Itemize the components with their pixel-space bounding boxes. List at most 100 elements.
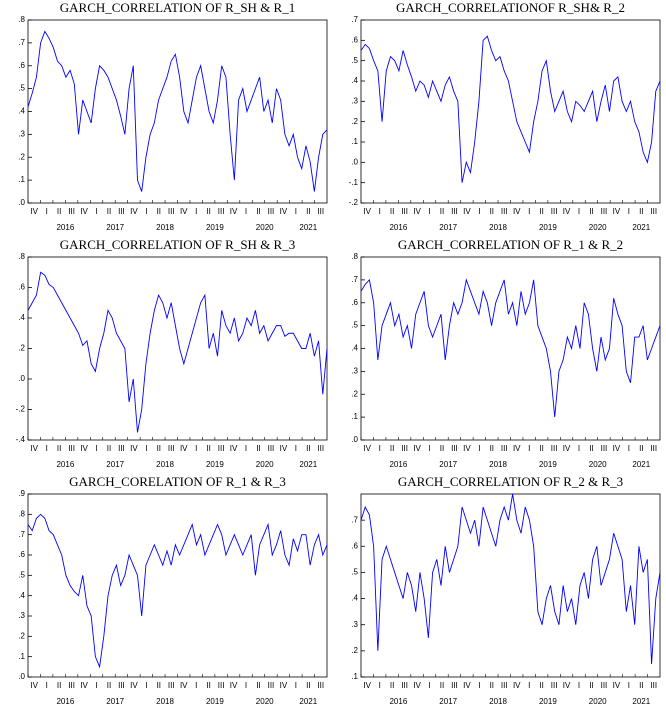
quarter-label: IV: [513, 444, 521, 453]
quarter-label: IV: [363, 681, 371, 690]
quarter-label: III: [451, 681, 458, 690]
year-label: 2016: [389, 223, 407, 232]
quarter-label: II: [157, 207, 161, 216]
quarter-label: III: [551, 207, 558, 216]
quarter-label: I: [295, 444, 297, 453]
quarter-label: II: [306, 444, 310, 453]
quarter-label: I: [195, 444, 197, 453]
quarter-label: I: [478, 444, 480, 453]
quarter-label: II: [390, 681, 394, 690]
y-tick-label: .3: [18, 129, 25, 138]
quarter-label: III: [68, 681, 75, 690]
quarter-label: IV: [413, 681, 421, 690]
year-label: 2017: [439, 223, 457, 232]
y-tick-label: .7: [18, 530, 25, 539]
year-label: 2018: [156, 697, 174, 706]
quarter-label: I: [628, 681, 630, 690]
y-tick-label: .0: [18, 198, 25, 207]
year-label: 2019: [206, 223, 224, 232]
quarter-label: II: [157, 681, 161, 690]
quarter-label: III: [168, 207, 175, 216]
quarter-label: IV: [563, 207, 571, 216]
quarter-label: I: [428, 207, 430, 216]
quarter-label: III: [268, 207, 275, 216]
chart-title: GARCH_CORRELATION OF R_1 & R_2: [398, 237, 623, 252]
quarter-label: I: [428, 681, 430, 690]
quarter-label: IV: [230, 444, 238, 453]
y-tick-label: .2: [18, 344, 25, 353]
quarter-label: I: [95, 444, 97, 453]
quarter-label: III: [551, 444, 558, 453]
year-label: 2016: [56, 223, 74, 232]
quarter-label: IV: [280, 207, 288, 216]
quarter-label: III: [401, 681, 408, 690]
y-tick-label: .4: [351, 76, 358, 85]
quarter-label: I: [379, 444, 381, 453]
quarter-label: IV: [463, 681, 471, 690]
plot-frame: [27, 493, 328, 678]
quarter-label: I: [245, 207, 247, 216]
quarter-label: III: [317, 681, 324, 690]
quarter-label: II: [440, 681, 444, 690]
plot-frame: [360, 256, 661, 441]
year-label: 2020: [589, 223, 607, 232]
quarter-label: II: [107, 207, 111, 216]
quarter-label: I: [295, 207, 297, 216]
quarter-label: IV: [413, 207, 421, 216]
quarter-label: I: [478, 681, 480, 690]
chart-title: GARCH_CORRELATION OF R_SH & R_3: [60, 237, 295, 252]
y-tick-label: .1: [18, 175, 25, 184]
chart-title: GARCH_CORRELATION OF R_2 & R_3: [398, 474, 623, 489]
quarter-label: II: [57, 444, 61, 453]
quarter-label: III: [451, 444, 458, 453]
quarter-label: IV: [230, 207, 238, 216]
quarter-label: I: [528, 207, 530, 216]
quarter-label: III: [401, 444, 408, 453]
quarter-label: I: [379, 207, 381, 216]
quarter-label: IV: [80, 444, 88, 453]
quarter-label: III: [601, 681, 608, 690]
y-tick-label: .8: [18, 15, 25, 24]
y-tick-label: .8: [351, 252, 358, 261]
quarter-label: III: [317, 207, 324, 216]
quarter-label: I: [295, 681, 297, 690]
quarter-label: II: [206, 681, 210, 690]
chart-title: GARCH_CORRELATION OF R_SH & R_1: [60, 0, 295, 15]
y-tick-label: .3: [351, 620, 358, 629]
quarter-label: IV: [613, 444, 621, 453]
quarter-label: II: [539, 681, 543, 690]
quarter-label: III: [218, 207, 225, 216]
quarter-label: I: [528, 681, 530, 690]
y-tick-label: .5: [351, 56, 358, 65]
year-label: 2016: [56, 697, 74, 706]
quarter-label: I: [428, 444, 430, 453]
quarter-label: I: [245, 444, 247, 453]
quarter-label: IV: [130, 207, 138, 216]
quarter-label: II: [639, 681, 643, 690]
year-label: 2019: [539, 460, 557, 469]
quarter-label: III: [317, 444, 324, 453]
y-tick-label: .2: [18, 152, 25, 161]
quarter-label: I: [95, 681, 97, 690]
year-label: 2018: [156, 460, 174, 469]
year-label: 2020: [256, 697, 274, 706]
y-tick-label: .1: [351, 137, 358, 146]
y-tick-label: .7: [18, 38, 25, 47]
year-label: 2018: [489, 223, 507, 232]
quarter-label: I: [95, 207, 97, 216]
y-tick-label: .1: [351, 672, 358, 681]
y-tick-label: .2: [351, 117, 358, 126]
y-tick-label: -.4: [16, 435, 26, 444]
year-label: 2018: [489, 697, 507, 706]
quarter-label: II: [256, 681, 260, 690]
quarter-label: IV: [180, 444, 188, 453]
quarter-label: III: [650, 444, 657, 453]
quarter-label: III: [118, 207, 125, 216]
y-tick-label: .6: [18, 283, 25, 292]
year-label: 2020: [256, 223, 274, 232]
quarter-label: II: [107, 681, 111, 690]
quarter-label: IV: [30, 444, 38, 453]
quarter-label: II: [57, 681, 61, 690]
quarter-label: II: [157, 444, 161, 453]
